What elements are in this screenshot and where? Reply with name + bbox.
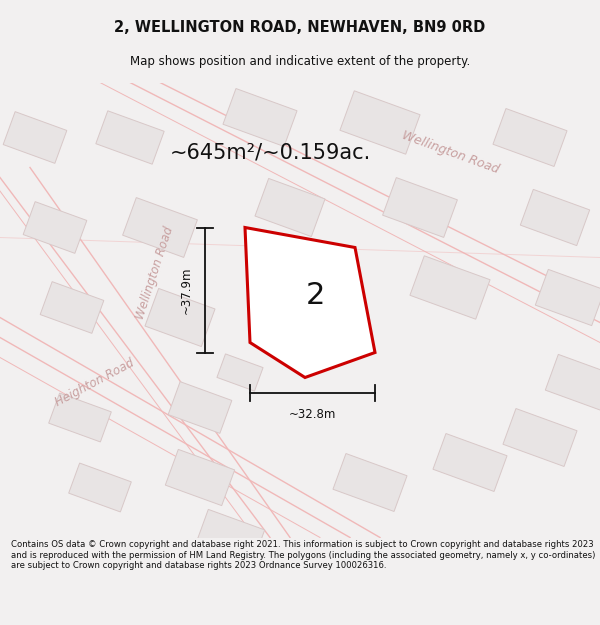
Polygon shape: [503, 409, 577, 466]
Polygon shape: [245, 228, 375, 378]
Polygon shape: [223, 89, 297, 146]
Polygon shape: [383, 177, 457, 238]
Text: ~37.9m: ~37.9m: [180, 266, 193, 314]
Polygon shape: [520, 189, 590, 246]
Polygon shape: [168, 382, 232, 433]
Text: 2: 2: [305, 281, 325, 310]
Polygon shape: [23, 202, 87, 253]
Polygon shape: [493, 109, 567, 166]
Text: Heighton Road: Heighton Road: [53, 356, 137, 409]
Polygon shape: [122, 198, 197, 258]
Polygon shape: [410, 256, 490, 319]
Polygon shape: [96, 111, 164, 164]
Polygon shape: [535, 269, 600, 326]
Text: Wellington Road: Wellington Road: [134, 224, 176, 321]
Polygon shape: [280, 292, 320, 323]
Polygon shape: [333, 454, 407, 511]
Text: Contains OS data © Crown copyright and database right 2021. This information is : Contains OS data © Crown copyright and d…: [11, 541, 595, 570]
Polygon shape: [68, 463, 131, 512]
Polygon shape: [217, 354, 263, 391]
Text: Map shows position and indicative extent of the property.: Map shows position and indicative extent…: [130, 55, 470, 68]
Polygon shape: [545, 354, 600, 411]
Polygon shape: [255, 179, 325, 236]
Polygon shape: [166, 449, 235, 506]
Text: 2, WELLINGTON ROAD, NEWHAVEN, BN9 0RD: 2, WELLINGTON ROAD, NEWHAVEN, BN9 0RD: [115, 20, 485, 35]
Polygon shape: [3, 112, 67, 163]
Polygon shape: [433, 434, 507, 491]
Text: ~32.8m: ~32.8m: [289, 408, 336, 421]
Polygon shape: [340, 91, 420, 154]
Text: Wellington Road: Wellington Road: [400, 129, 500, 176]
Polygon shape: [196, 509, 265, 566]
Polygon shape: [49, 393, 112, 442]
Polygon shape: [145, 289, 215, 346]
Polygon shape: [40, 282, 104, 333]
Text: ~645m²/~0.159ac.: ~645m²/~0.159ac.: [169, 142, 371, 162]
